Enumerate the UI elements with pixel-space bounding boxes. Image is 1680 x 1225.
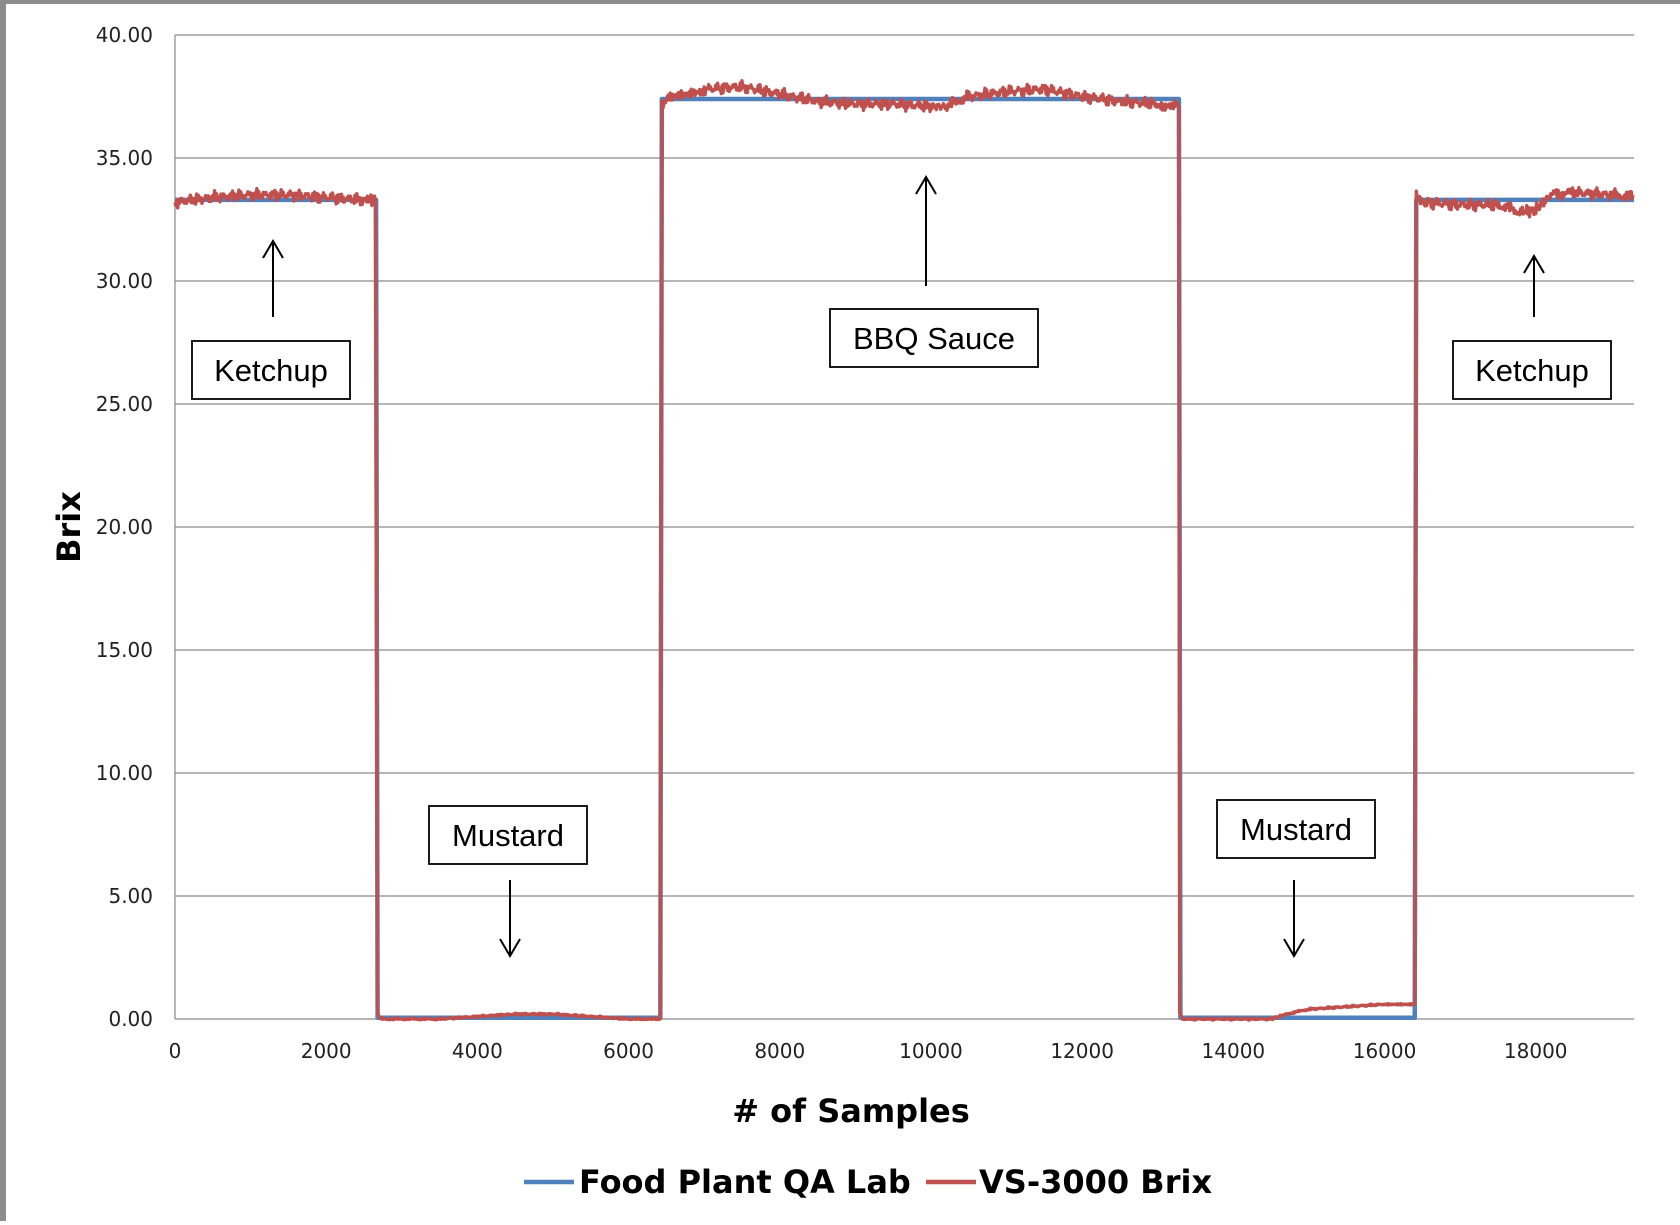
annotation-box — [191, 340, 351, 400]
legend: Food Plant QA Lab VS-3000 Brix — [524, 1163, 1212, 1201]
annotation-box — [428, 805, 588, 865]
x-tick-label: 8000 — [754, 1039, 805, 1063]
series-lines — [173, 78, 1635, 1022]
legend-label: VS-3000 Brix — [979, 1163, 1212, 1201]
y-tick-label: 0.00 — [108, 1007, 153, 1031]
annotation-label: Mustard — [452, 818, 564, 853]
arrow-head-icon — [499, 938, 521, 958]
arrow-head-icon — [915, 175, 937, 195]
y-tick-label: 15.00 — [96, 638, 153, 662]
annotation-mustard: Mustard — [1216, 799, 1376, 958]
y-axis: 0.00 5.00 10.00 15.00 20.00 25.00 30.00 35.00 40… — [96, 23, 153, 1031]
y-axis-title: Brix — [50, 491, 88, 563]
annotation-bbq-sauce: BBQ Sauce — [829, 175, 1039, 368]
x-tick-label: 16000 — [1353, 1039, 1417, 1063]
annotation-box — [829, 308, 1039, 368]
arrow-head-icon — [1283, 938, 1305, 958]
annotation-label: Ketchup — [214, 353, 328, 388]
x-tick-label: 2000 — [301, 1039, 352, 1063]
y-tick-label: 5.00 — [108, 884, 153, 908]
annotation-mustard: Mustard — [428, 805, 588, 958]
legend-label: Food Plant QA Lab — [579, 1163, 911, 1201]
y-tick-label: 20.00 — [96, 515, 153, 539]
x-tick-label: 4000 — [452, 1039, 503, 1063]
annotation-box — [1216, 799, 1376, 859]
x-tick-label: 10000 — [899, 1039, 963, 1063]
annotation-box — [1452, 340, 1612, 400]
x-axis-title: # of Samples — [732, 1092, 970, 1130]
annotation-label: BBQ Sauce — [853, 321, 1015, 356]
x-tick-label: 12000 — [1050, 1039, 1114, 1063]
annotation-label: Ketchup — [1475, 353, 1589, 388]
x-tick-label: 0 — [169, 1039, 182, 1063]
arrow-head-icon — [1523, 254, 1545, 274]
y-tick-label: 40.00 — [96, 23, 153, 47]
y-tick-label: 30.00 — [96, 269, 153, 293]
legend-entry: VS-3000 Brix — [926, 1163, 1212, 1201]
x-tick-label: 6000 — [603, 1039, 654, 1063]
x-tick-label: 18000 — [1504, 1039, 1568, 1063]
y-tick-label: 25.00 — [96, 392, 153, 416]
x-axis: 0 2000 4000 6000 8000 10000 12000 14000 16000 180… — [169, 1039, 1568, 1063]
legend-entry: Food Plant QA Lab — [524, 1163, 911, 1201]
x-tick-label: 14000 — [1202, 1039, 1266, 1063]
gridlines — [175, 34, 1634, 1020]
annotation-label: Mustard — [1240, 812, 1352, 847]
y-tick-label: 10.00 — [96, 761, 153, 785]
annotation-ketchup: Ketchup — [1452, 254, 1612, 400]
line-chart: 0.00 5.00 10.00 15.00 20.00 25.00 30.00 35.00 40… — [50, 23, 1635, 1201]
annotations: Ketchup Mustard BBQ Sauce Mustard Ketchup — [191, 175, 1612, 958]
series-line-vs-3000-brix — [173, 78, 1635, 1022]
arrow-head-icon — [262, 239, 284, 259]
y-tick-label: 35.00 — [96, 146, 153, 170]
annotation-ketchup: Ketchup — [191, 239, 351, 400]
